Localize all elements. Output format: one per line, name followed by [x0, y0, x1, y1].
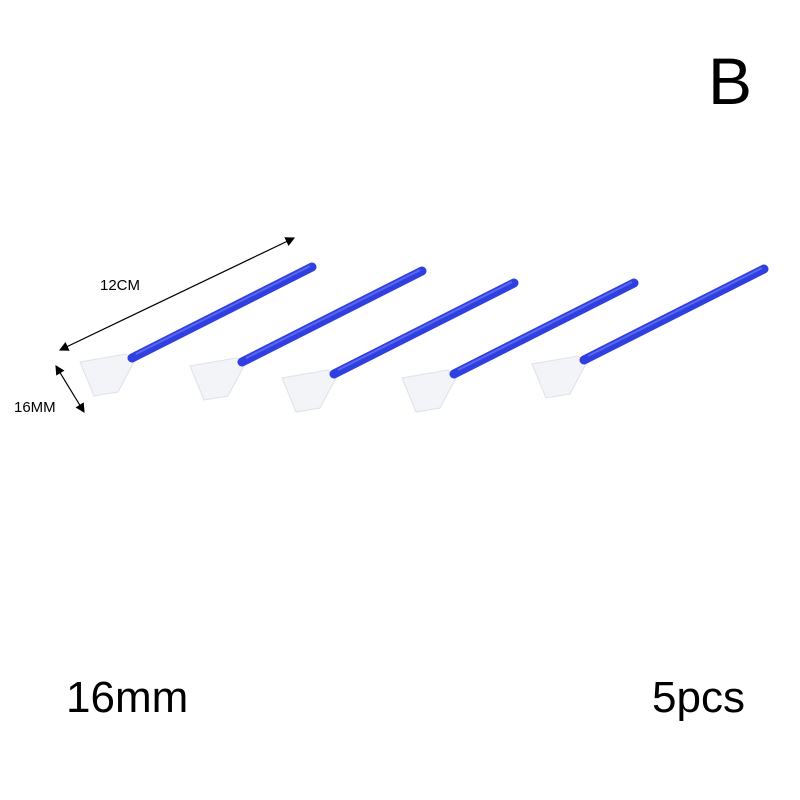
length-dimension-arrow	[58, 237, 296, 351]
swab	[79, 262, 317, 397]
swab-head	[401, 369, 457, 413]
swab-head	[189, 357, 245, 401]
swab-handle-highlight	[245, 269, 421, 359]
swab-handle	[449, 278, 639, 379]
quantity-label: 5pcs	[652, 673, 745, 722]
swab	[531, 264, 769, 399]
swab-head	[281, 369, 337, 413]
swab-head	[531, 355, 587, 399]
width-dimension-arrow	[55, 364, 85, 414]
swab	[401, 278, 639, 413]
swab-handle	[329, 278, 519, 379]
width-label: 16MM	[14, 399, 56, 416]
swab-handle-highlight	[337, 281, 513, 371]
variant-letter: B	[708, 44, 753, 118]
swab	[281, 278, 519, 413]
swab-handle-highlight	[135, 265, 311, 355]
swab	[189, 266, 427, 401]
swab-head	[79, 353, 135, 397]
swab-handle-highlight	[587, 267, 763, 357]
swab-handle-highlight	[457, 281, 633, 371]
swab-handle	[127, 262, 317, 363]
length-label: 12CM	[100, 277, 141, 294]
size-label: 16mm	[66, 673, 189, 722]
swab-handle	[579, 264, 769, 365]
swab-handle	[237, 266, 427, 367]
